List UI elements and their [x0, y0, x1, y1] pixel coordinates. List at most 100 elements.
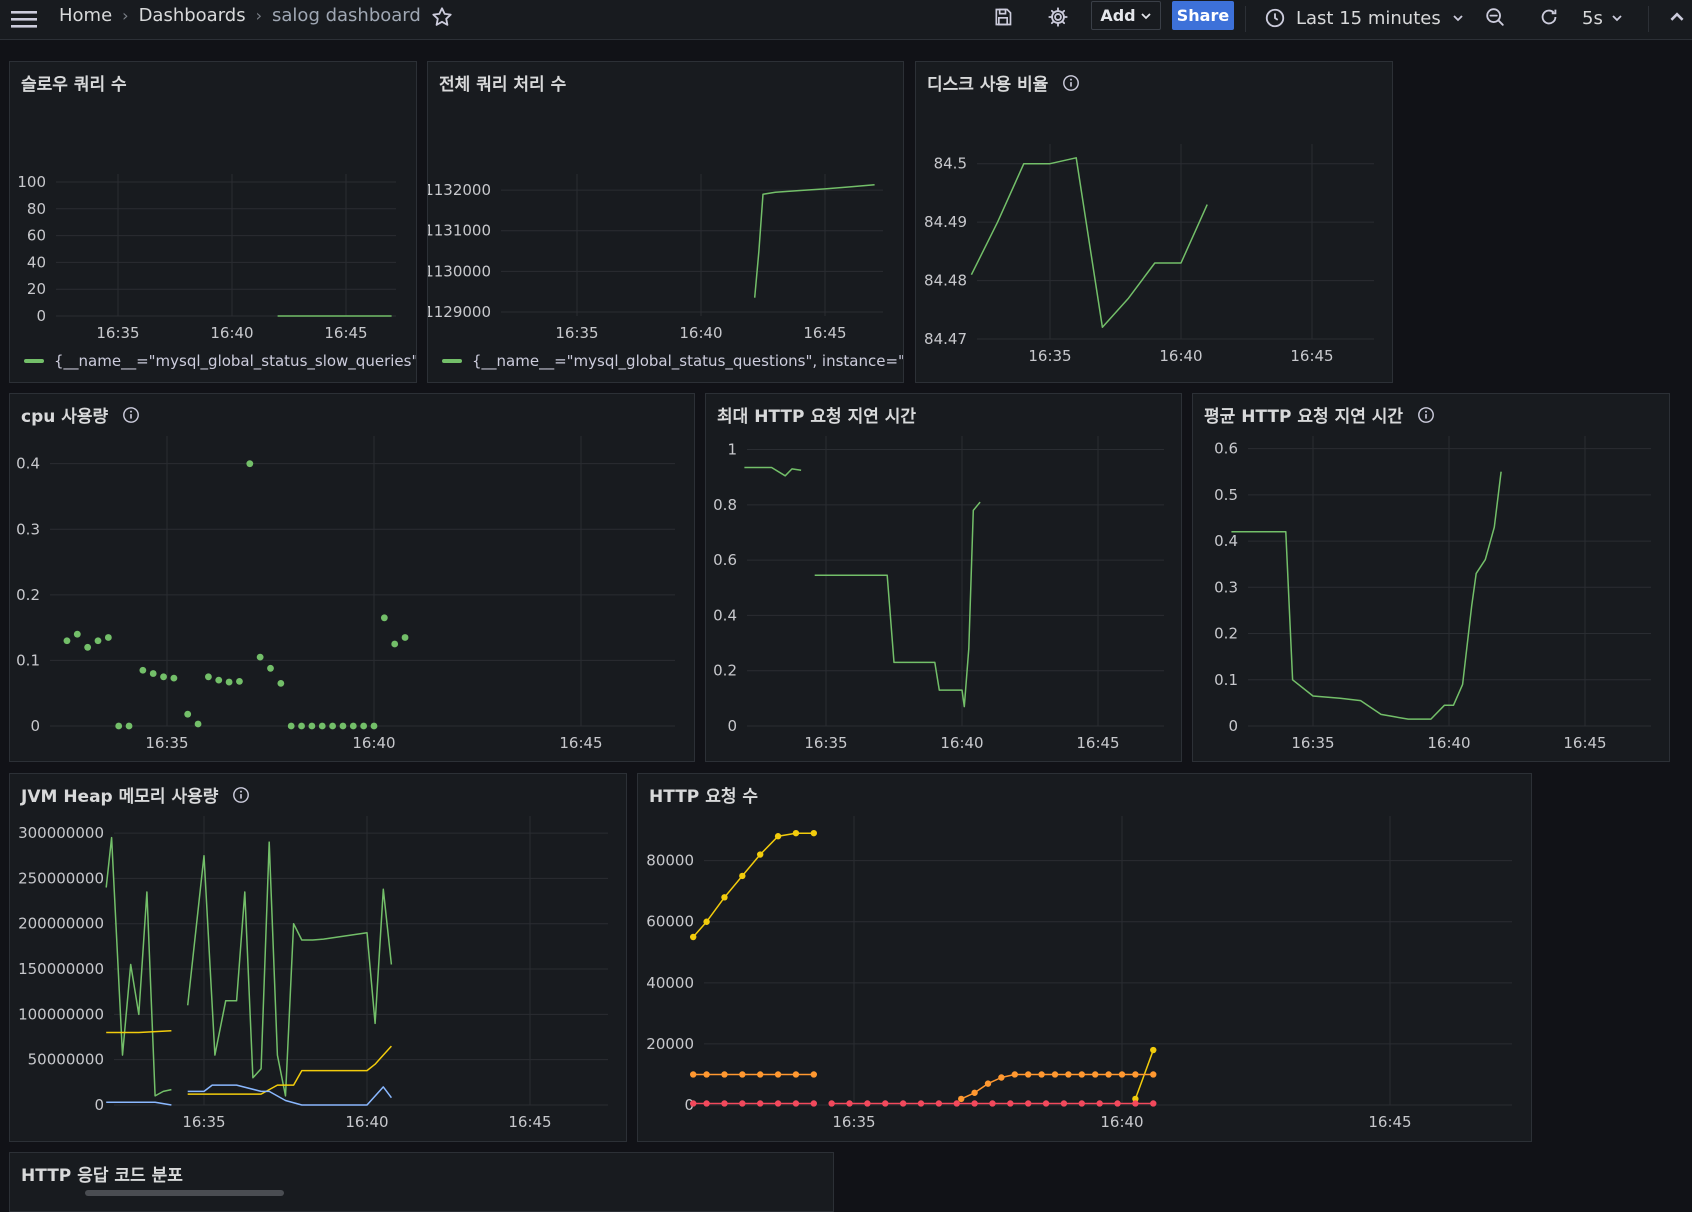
gear-icon[interactable] [1044, 4, 1072, 30]
y-tick-label: 0.2 [16, 586, 40, 604]
data-point [215, 676, 223, 684]
y-tick-label: 20 [27, 280, 46, 298]
panel-title: cpu 사용량 [21, 402, 140, 427]
time-range-picker[interactable]: Last 15 minutes [1264, 4, 1465, 32]
x-tick-label: 16:35 [182, 1113, 225, 1131]
y-tick-label: 40000 [646, 974, 694, 992]
panel-title-text: HTTP 응답 코드 분포 [21, 1166, 183, 1186]
panel-jvm-heap[interactable]: JVM Heap 메모리 사용량 16:35 16:40 16:45 0 5000000… [9, 773, 627, 1142]
info-icon[interactable] [232, 786, 250, 804]
x-tick-label: 16:45 [1076, 734, 1119, 752]
data-point [690, 1071, 697, 1078]
data-point [63, 637, 71, 645]
menu-icon[interactable] [10, 6, 38, 32]
y-tick-label: 60000 [646, 913, 694, 931]
data-point [170, 674, 178, 682]
share-button[interactable]: Share [1172, 1, 1234, 30]
y-tick-label: 0 [727, 717, 737, 735]
data-point [256, 653, 264, 661]
y-tick-label: 0 [684, 1096, 694, 1114]
panel-title-text: 평균 HTTP 요청 지연 시간 [1204, 407, 1404, 427]
panel-http-requests[interactable]: HTTP 요청 수 16:35 16:40 16:45 0 20000 40000 6000… [637, 773, 1532, 1142]
data-point [958, 1095, 965, 1103]
panel-title: 디스크 사용 비율 [927, 70, 1080, 95]
data-point [149, 670, 157, 677]
x-tick-label: 16:45 [508, 1113, 551, 1131]
panel-cpu-usage[interactable]: cpu 사용량 16:35 16:40 16:45 0 0.1 0.2 0.3 0.4 [9, 393, 695, 762]
panel-slow-queries[interactable]: 슬로우 쿼리 수 16:35 16:40 16:45 0 20 40 60 80 100 {__… [9, 61, 417, 383]
data-point [757, 851, 764, 858]
x-tick-label: 16:35 [804, 734, 847, 752]
y-tick-label: 84.5 [934, 155, 967, 173]
y-tick-label: 1130000 [428, 262, 491, 280]
data-point [1150, 1100, 1157, 1107]
legend[interactable]: {__name__="mysql_global_status_questions… [442, 352, 903, 370]
save-icon[interactable] [990, 4, 1016, 30]
series-line [186, 841, 393, 1097]
info-icon[interactable] [1417, 406, 1435, 424]
legend-swatch [24, 359, 44, 363]
data-point [998, 1074, 1005, 1081]
panel-disk-usage[interactable]: 디스크 사용 비율 16:35 16:40 16:45 84.47 84.48 84.49… [915, 61, 1393, 383]
y-tick-label: 0.4 [16, 455, 40, 473]
x-tick-label: 16:35 [555, 324, 598, 342]
chevron-up-icon[interactable] [1665, 5, 1689, 29]
breadcrumb-home[interactable]: Home [59, 5, 113, 26]
panel-max-latency[interactable]: 최대 HTTP 요청 지연 시간 16:35 16:40 16:45 0 0.2 0.4 0… [705, 393, 1182, 762]
y-tick-label: 50000000 [28, 1051, 104, 1069]
data-point [810, 1071, 817, 1078]
data-point [703, 1100, 710, 1107]
series-line [106, 1101, 172, 1106]
data-point [287, 722, 295, 730]
add-label: Add [1100, 6, 1136, 25]
info-icon[interactable] [122, 406, 140, 424]
panel-title-text: HTTP 요청 수 [649, 787, 759, 807]
refresh-icon[interactable] [1536, 4, 1562, 30]
x-tick-label: 16:35 [1291, 734, 1334, 752]
zoom-out-icon[interactable] [1482, 4, 1508, 30]
panel-total-queries[interactable]: 전체 쿼리 처리 수 16:35 16:40 16:45 1129000 1130000… [427, 61, 904, 383]
legend[interactable]: {__name__="mysql_global_status_slow_quer… [24, 352, 416, 370]
data-point [267, 664, 274, 672]
x-tick-label: 16:35 [96, 324, 139, 342]
y-tick-label: 100 [17, 173, 46, 191]
data-point [774, 1100, 782, 1107]
data-point [739, 1071, 746, 1078]
data-point [84, 643, 92, 651]
y-tick-label: 80000 [646, 852, 694, 870]
data-point [1051, 1071, 1059, 1078]
data-point [721, 894, 728, 901]
data-point [774, 1071, 782, 1078]
star-icon[interactable] [429, 4, 455, 30]
y-tick-label: 84.47 [924, 330, 967, 348]
info-icon[interactable] [1062, 74, 1080, 92]
data-point [757, 1100, 764, 1107]
refresh-interval-picker[interactable]: 5s [1582, 4, 1623, 32]
data-point [194, 720, 202, 728]
data-point [205, 673, 212, 681]
panel-title-text: cpu 사용량 [21, 407, 109, 427]
y-tick-label: 0.5 [1214, 486, 1238, 504]
data-point [792, 1071, 800, 1078]
series-line [106, 1029, 172, 1034]
data-point [810, 1100, 817, 1107]
add-button[interactable]: Add [1091, 1, 1161, 30]
legend-swatch [442, 359, 462, 363]
horizontal-scrollbar[interactable] [85, 1190, 284, 1196]
x-tick-label: 16:40 [679, 324, 722, 342]
x-tick-label: 16:45 [1368, 1113, 1411, 1131]
x-tick-label: 16:45 [324, 324, 367, 342]
data-point [703, 1071, 710, 1078]
x-tick-label: 16:40 [1427, 734, 1470, 752]
data-point [984, 1080, 992, 1087]
jvm-heap-chart: 16:35 16:40 16:45 0 50000000 100000000 1500000… [18, 816, 608, 1131]
chevron-down-icon [1612, 15, 1622, 22]
series-line [814, 501, 981, 708]
breadcrumb-dashboards[interactable]: Dashboards [138, 5, 246, 26]
total-queries-chart: 16:35 16:40 16:45 1129000 1130000 1131000 1132… [428, 174, 883, 342]
avg-latency-chart: 16:35 16:40 16:45 0 0.1 0.2 0.3 0.4 0.5 0.6 [1214, 436, 1651, 752]
x-tick-label: 16:40 [940, 734, 983, 752]
panel-avg-latency[interactable]: 평균 HTTP 요청 지연 시간 16:35 16:40 16:45 0 0.1 0.2 0… [1192, 393, 1670, 762]
panel-http-status-codes[interactable]: HTTP 응답 코드 분포 [9, 1152, 834, 1212]
panel-title-text: 전체 쿼리 처리 수 [439, 75, 567, 95]
